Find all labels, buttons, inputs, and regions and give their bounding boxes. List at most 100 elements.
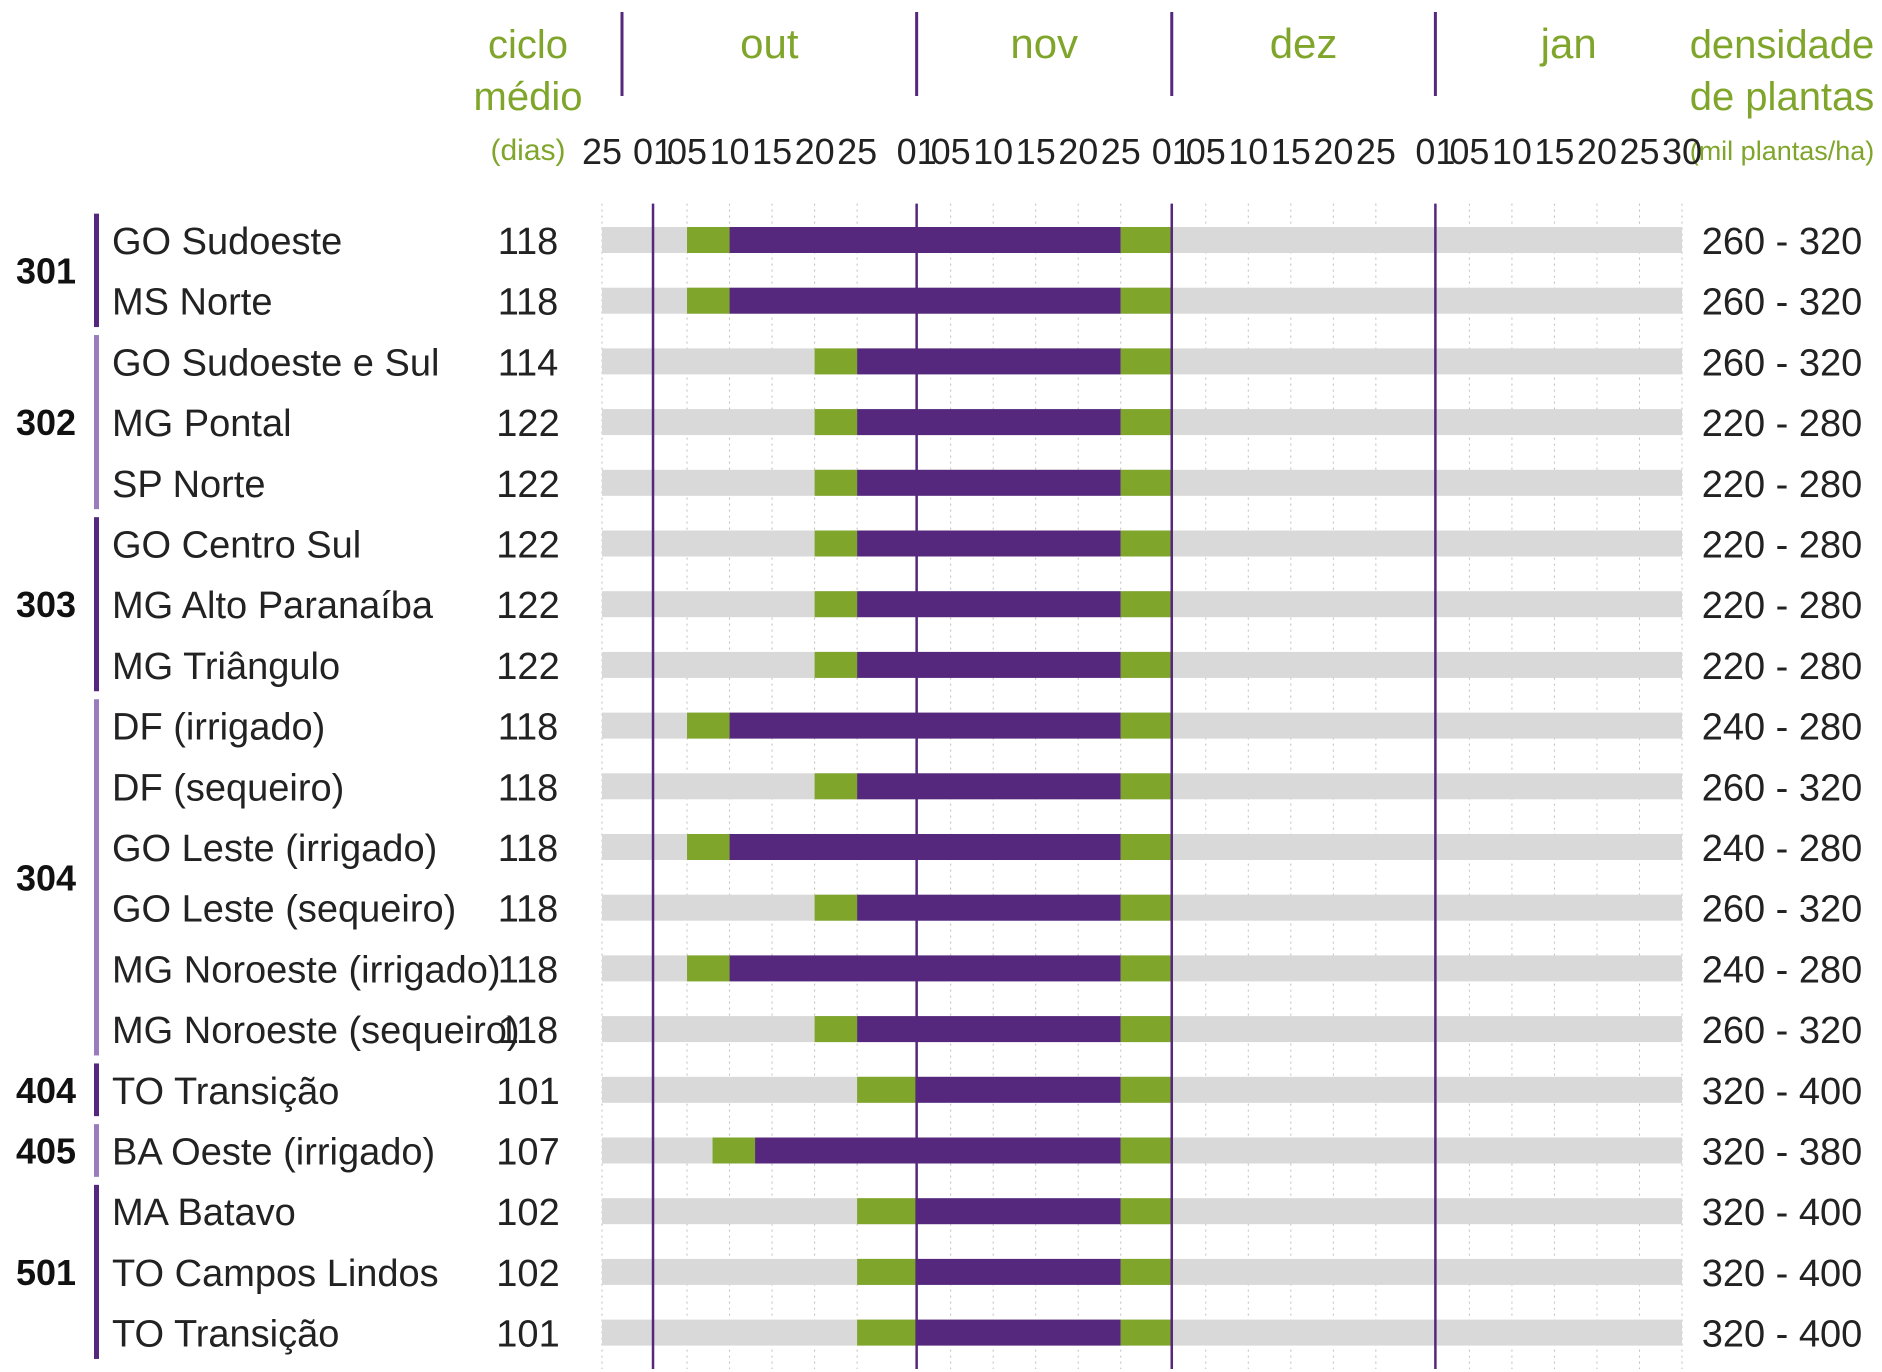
density-value: 320 - 400 — [1702, 1314, 1863, 1356]
day-tick-label: 05 — [1186, 131, 1226, 172]
recommended-window-bar — [857, 348, 1121, 375]
edge-window-bar-end — [1120, 1076, 1172, 1103]
edge-window-bar-end — [1120, 1016, 1172, 1043]
bar-layer — [94, 213, 1682, 1359]
density-value: 220 - 280 — [1702, 646, 1863, 688]
edge-window-bar-start — [687, 227, 730, 253]
edge-window-bar-start — [814, 894, 858, 921]
edge-window-bar-start — [814, 591, 858, 618]
recommended-window-bar — [916, 1198, 1121, 1225]
day-tick-label: 05 — [1449, 131, 1489, 172]
day-tick-label: 25 — [1619, 131, 1659, 172]
edge-window-bar-end — [1120, 712, 1172, 739]
edge-window-bar-start — [814, 1016, 858, 1043]
day-tick-label: 10 — [1228, 131, 1268, 172]
density-value: 240 - 280 — [1702, 828, 1863, 870]
cycle-value: 118 — [498, 1010, 559, 1052]
edge-window-bar-end — [1120, 1319, 1172, 1346]
region-label: GO Sudoeste e Sul — [112, 342, 439, 384]
day-tick-label: 01 — [1415, 131, 1455, 172]
region-label: BA Oeste (irrigado) — [112, 1132, 435, 1174]
cycle-header-line3: (dias) — [490, 134, 565, 167]
region-label: MS Norte — [112, 282, 272, 324]
edge-window-bar-end — [1120, 530, 1172, 557]
month-label: jan — [1539, 20, 1597, 67]
day-tick-label: 15 — [1016, 131, 1056, 172]
group-bar — [94, 699, 99, 1056]
group-id-label: 404 — [16, 1070, 76, 1111]
day-tick-label: 30 — [1662, 131, 1702, 172]
density-value: 260 - 320 — [1702, 889, 1863, 931]
density-value: 220 - 280 — [1702, 585, 1863, 627]
group-bar — [94, 517, 99, 692]
day-tick-label: 01 — [1152, 131, 1192, 172]
edge-window-bar-end — [1120, 955, 1172, 982]
day-tick-label: 25 — [582, 131, 622, 172]
edge-window-bar-start — [857, 1198, 917, 1225]
day-tick-label: 15 — [1271, 131, 1311, 172]
region-label: MG Alto Paranaíba — [112, 585, 434, 627]
group-id-label: 501 — [16, 1252, 76, 1293]
region-label: MG Pontal — [112, 403, 292, 445]
cycle-value: 101 — [496, 1314, 559, 1356]
region-label: TO Transição — [112, 1314, 339, 1356]
recommended-window-bar — [729, 955, 1121, 982]
edge-window-bar-start — [814, 469, 858, 496]
edge-window-bar-start — [857, 1258, 917, 1285]
recommended-window-bar — [857, 894, 1121, 921]
group-id-label: 303 — [16, 584, 76, 625]
cycle-value: 118 — [498, 889, 559, 931]
region-label: TO Transição — [112, 1071, 339, 1113]
day-tick-label: 25 — [1101, 131, 1141, 172]
cycle-value: 122 — [496, 646, 559, 688]
cycle-value: 122 — [496, 464, 559, 506]
edge-window-bar-start — [712, 1137, 756, 1164]
cycle-value: 118 — [498, 282, 559, 324]
edge-window-bar-end — [1120, 227, 1172, 253]
text-layer: GO Sudoeste 118 260 - 320 MS Norte 118 260 - … — [16, 20, 1874, 1356]
month-label: dez — [1270, 20, 1338, 67]
recommended-window-bar — [857, 591, 1121, 618]
recommended-window-bar — [857, 1016, 1121, 1043]
group-id-label: 301 — [16, 250, 76, 291]
edge-window-bar-start — [814, 348, 858, 375]
density-header-line2: de plantas — [1690, 75, 1875, 119]
region-label: TO Campos Lindos — [112, 1253, 439, 1295]
region-label: DF (irrigado) — [112, 707, 325, 749]
edge-window-bar-start — [857, 1319, 917, 1346]
density-value: 220 - 280 — [1702, 403, 1863, 445]
edge-window-bar-end — [1120, 1137, 1172, 1164]
cycle-value: 118 — [498, 949, 559, 991]
group-bar — [94, 1124, 99, 1177]
region-label: DF (sequeiro) — [112, 767, 344, 809]
edge-window-bar-end — [1120, 651, 1172, 678]
cycle-header-line1: ciclo — [488, 23, 568, 67]
recommended-window-bar — [857, 651, 1121, 678]
region-label: GO Centro Sul — [112, 525, 361, 567]
density-value: 260 - 320 — [1702, 221, 1863, 263]
group-bar — [94, 1063, 99, 1117]
recommended-window-bar — [857, 773, 1121, 800]
cycle-value: 122 — [496, 525, 559, 567]
edge-window-bar-start — [814, 409, 858, 436]
region-label: MG Noroeste (irrigado) — [112, 949, 501, 991]
month-label: nov — [1010, 20, 1078, 67]
cycle-value: 101 — [496, 1071, 559, 1113]
density-value: 260 - 320 — [1702, 1010, 1863, 1052]
cycle-value: 118 — [498, 221, 559, 263]
edge-window-bar-end — [1120, 1198, 1172, 1225]
day-tick-label: 10 — [710, 131, 750, 172]
edge-window-bar-start — [687, 287, 730, 314]
group-bar — [94, 1184, 99, 1359]
cycle-value: 102 — [496, 1192, 559, 1234]
day-tick-label: 20 — [795, 131, 835, 172]
density-value: 240 - 280 — [1702, 707, 1863, 749]
edge-window-bar-start — [857, 1076, 917, 1103]
edge-window-bar-start — [687, 834, 730, 860]
month-line-layer — [620, 12, 1437, 1369]
edge-window-bar-end — [1120, 834, 1172, 860]
edge-window-bar-end — [1120, 348, 1172, 375]
day-tick-label: 20 — [1313, 131, 1353, 172]
region-label: MA Batavo — [112, 1192, 296, 1234]
density-value: 260 - 320 — [1702, 342, 1863, 384]
